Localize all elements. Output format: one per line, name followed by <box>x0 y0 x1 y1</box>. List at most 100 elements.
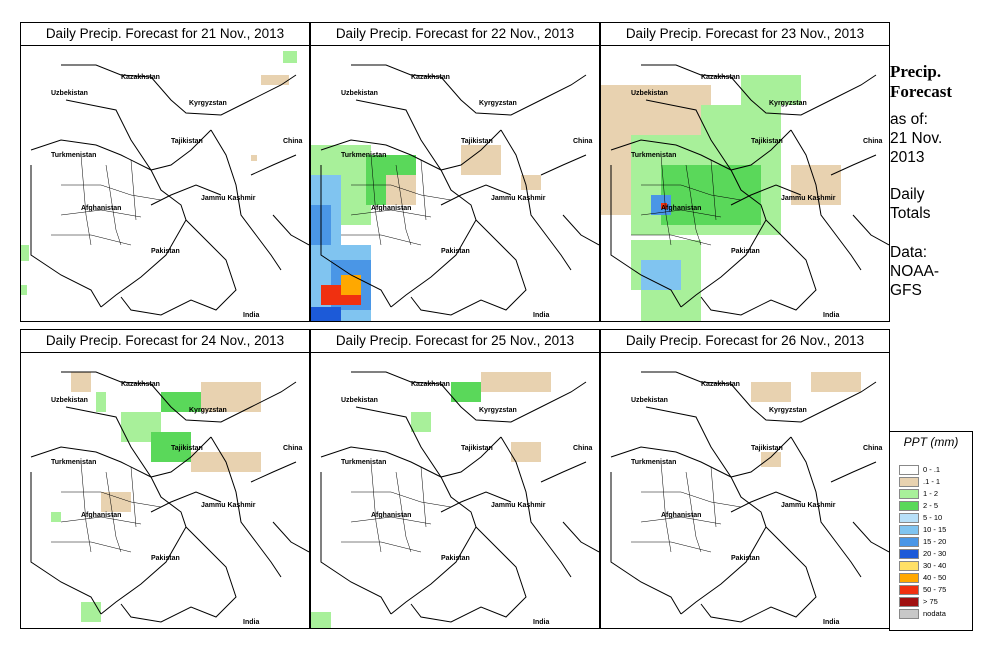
legend-label: 5 - 10 <box>923 513 943 522</box>
legend-swatch <box>899 513 919 523</box>
label-afghanistan: Afghanistan <box>81 512 121 519</box>
sidebar-data-line1: Data: <box>890 244 928 261</box>
label-kyrgyzstan: Kyrgyzstan <box>189 407 227 414</box>
legend-title: PPT (mm) <box>903 435 959 449</box>
province-borders <box>631 154 742 246</box>
precip-overlay <box>311 372 551 628</box>
sidebar-totals-line2: Totals <box>890 205 931 222</box>
precip-overlay <box>21 51 297 295</box>
label-jammu-kashmir: Jammu Kashmir <box>491 502 546 509</box>
legend-label: 15 - 20 <box>923 537 947 546</box>
sidebar-title-line2: Forecast <box>890 82 952 101</box>
forecast-panel-nov-25: Daily Precip. Forecast for 25 Nov., 2013 <box>310 329 600 629</box>
label-afghanistan: Afghanistan <box>371 512 411 519</box>
forecast-panel-nov-21: Daily Precip. Forecast for 21 Nov., 2013 <box>20 22 310 322</box>
sidebar-data-source: Data: NOAA- GFS <box>890 243 939 300</box>
forecast-panel-nov-24: Daily Precip. Forecast for 24 Nov., 2013 <box>20 329 310 629</box>
label-pakistan: Pakistan <box>441 248 470 255</box>
label-kyrgyzstan: Kyrgyzstan <box>479 407 517 414</box>
label-pakistan: Pakistan <box>151 248 180 255</box>
sidebar-totals-line1: Daily <box>890 186 925 203</box>
forecast-map: Uzbekistan Kazakhstan Kyrgyzstan Tajikis… <box>311 371 599 628</box>
legend-label: 0 - .1 <box>923 465 941 474</box>
label-turkmenistan: Turkmenistan <box>631 152 676 159</box>
legend-swatch <box>899 501 919 511</box>
country-borders <box>30 64 309 316</box>
label-kyrgyzstan: Kyrgyzstan <box>479 100 517 107</box>
label-tajikistan: Tajikistan <box>461 445 493 452</box>
label-jammu-kashmir: Jammu Kashmir <box>491 195 546 202</box>
legend-label: 2 - 5 <box>923 501 939 510</box>
forecast-map: Uzbekistan Kazakhstan Kyrgyzstan Tajikis… <box>610 371 889 626</box>
precip-overlay <box>601 75 841 321</box>
forecast-map: Uzbekistan Kazakhstan Kyrgyzstan Tajikis… <box>21 51 309 319</box>
legend-swatch <box>899 597 919 607</box>
legend-swatch <box>899 465 919 475</box>
label-uzbekistan: Uzbekistan <box>51 397 88 404</box>
label-turkmenistan: Turkmenistan <box>51 152 96 159</box>
sidebar-asof-line2: 21 Nov. <box>890 130 943 147</box>
label-jammu-kashmir: Jammu Kashmir <box>781 502 836 509</box>
label-china: China <box>863 445 883 452</box>
forecast-panel-nov-26: Daily Precip. Forecast for 26 Nov., 2013 <box>600 329 890 629</box>
precip-overlay <box>51 372 261 622</box>
panel-title: Daily Precip. Forecast for 21 Nov., 2013 <box>21 23 309 46</box>
panel-title: Daily Precip. Forecast for 26 Nov., 2013 <box>601 330 889 353</box>
label-afghanistan: Afghanistan <box>371 205 411 212</box>
sidebar-title: Precip. Forecast <box>890 62 952 102</box>
legend-label: 20 - 30 <box>923 549 947 558</box>
label-tajikistan: Tajikistan <box>461 138 493 145</box>
label-india: India <box>243 312 259 319</box>
legend-label: 10 - 15 <box>923 525 947 534</box>
legend-label: .1 - 1 <box>923 477 941 486</box>
country-borders <box>30 371 309 623</box>
forecast-map: Uzbekistan Kazakhstan Kyrgyzstan Tajikis… <box>30 371 309 626</box>
forecast-map: Uzbekistan Kazakhstan Kyrgyzstan Tajikis… <box>311 64 599 321</box>
legend-swatch <box>899 537 919 547</box>
forecast-panel-nov-23: Daily Precip. Forecast for 23 Nov., 2013 <box>600 22 890 322</box>
legend-label: nodata <box>923 609 946 618</box>
legend-swatch <box>899 561 919 571</box>
label-uzbekistan: Uzbekistan <box>51 90 88 97</box>
province-borders <box>341 461 452 553</box>
label-china: China <box>863 138 883 145</box>
label-kazakhstan: Kazakhstan <box>121 74 160 81</box>
label-kazakhstan: Kazakhstan <box>121 381 160 388</box>
sidebar-data-line3: GFS <box>890 282 922 299</box>
label-turkmenistan: Turkmenistan <box>631 459 676 466</box>
label-kazakhstan: Kazakhstan <box>701 381 740 388</box>
label-afghanistan: Afghanistan <box>661 205 701 212</box>
label-jammu-kashmir: Jammu Kashmir <box>201 195 256 202</box>
sidebar-asof: as of: 21 Nov. 2013 <box>890 110 942 167</box>
province-borders <box>51 154 162 246</box>
panel-title: Daily Precip. Forecast for 22 Nov., 2013 <box>311 23 599 46</box>
legend-label: 30 - 40 <box>923 561 947 570</box>
label-pakistan: Pakistan <box>731 248 760 255</box>
legend-swatch <box>899 549 919 559</box>
label-jammu-kashmir: Jammu Kashmir <box>781 195 836 202</box>
label-china: China <box>573 138 593 145</box>
precip-overlay <box>311 145 541 321</box>
sidebar-title-line1: Precip. <box>890 62 942 81</box>
label-jammu-kashmir: Jammu Kashmir <box>201 502 256 509</box>
country-borders <box>320 371 599 623</box>
label-turkmenistan: Turkmenistan <box>341 152 386 159</box>
ppt-legend: PPT (mm) 0 - .1 .1 - 1 1 - 2 2 - 5 5 - 1… <box>889 431 973 631</box>
label-china: China <box>283 445 303 452</box>
label-india: India <box>533 312 549 319</box>
label-tajikistan: Tajikistan <box>751 445 783 452</box>
label-india: India <box>823 619 839 626</box>
label-kazakhstan: Kazakhstan <box>701 74 740 81</box>
label-tajikistan: Tajikistan <box>171 138 203 145</box>
label-kyrgyzstan: Kyrgyzstan <box>769 100 807 107</box>
label-turkmenistan: Turkmenistan <box>51 459 96 466</box>
label-tajikistan: Tajikistan <box>751 138 783 145</box>
legend-swatch <box>899 477 919 487</box>
label-pakistan: Pakistan <box>731 555 760 562</box>
panel-title: Daily Precip. Forecast for 23 Nov., 2013 <box>601 23 889 46</box>
sidebar-data-line2: NOAA- <box>890 263 940 280</box>
legend-swatch <box>899 525 919 535</box>
label-kyrgyzstan: Kyrgyzstan <box>769 407 807 414</box>
label-kyrgyzstan: Kyrgyzstan <box>189 100 227 107</box>
legend-label: > 75 <box>923 597 938 606</box>
